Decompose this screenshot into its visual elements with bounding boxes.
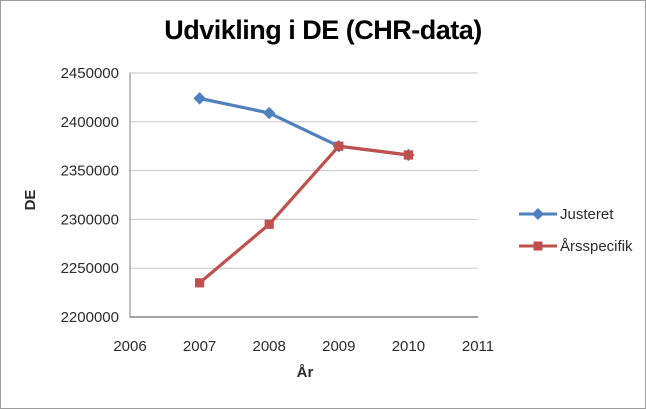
y-tick-label: 2400000 bbox=[61, 114, 119, 131]
x-tick-label: 2007 bbox=[183, 338, 216, 355]
data-point-square-marker bbox=[264, 219, 274, 229]
y-tick-label: 2200000 bbox=[61, 309, 119, 326]
x-tick-label: 2010 bbox=[392, 338, 425, 355]
y-tick-label: 2300000 bbox=[61, 211, 119, 228]
data-point-diamond-marker bbox=[263, 106, 276, 120]
square-marker-icon bbox=[533, 241, 543, 251]
y-tick-label: 2450000 bbox=[61, 65, 119, 82]
legend: Justeret Årsspecifik bbox=[518, 204, 633, 256]
data-point-diamond-marker bbox=[193, 92, 206, 105]
data-point-square-marker bbox=[334, 141, 344, 151]
x-tick-label: 2009 bbox=[322, 338, 355, 355]
y-axis-title: DE bbox=[21, 189, 39, 211]
legend-label-justeret: Justeret bbox=[560, 205, 614, 223]
x-axis-title: År bbox=[296, 364, 314, 381]
x-tick-label: 2008 bbox=[253, 338, 286, 355]
legend-item-justeret: Justeret bbox=[518, 204, 633, 224]
series-line-Justeret bbox=[198, 96, 410, 157]
legend-label-aarsspecifik: Årsspecifik bbox=[560, 237, 633, 255]
legend-square-marker-icon bbox=[519, 241, 557, 251]
diamond-marker-icon bbox=[532, 208, 544, 220]
y-tick-label: 2350000 bbox=[61, 163, 119, 180]
legend-diamond-marker-icon bbox=[519, 208, 557, 220]
data-point-square-marker bbox=[195, 278, 205, 288]
y-tick-label: 2250000 bbox=[61, 260, 119, 277]
data-point-square-marker bbox=[403, 150, 413, 160]
series-line-Årsspecifik bbox=[198, 144, 410, 285]
x-tick-label: 2006 bbox=[113, 338, 146, 355]
x-tick-label: 2011 bbox=[462, 338, 494, 355]
chart-title: Udvikling i DE (CHR-data) bbox=[164, 15, 482, 45]
legend-item-aarsspecifik: Årsspecifik bbox=[518, 236, 633, 256]
